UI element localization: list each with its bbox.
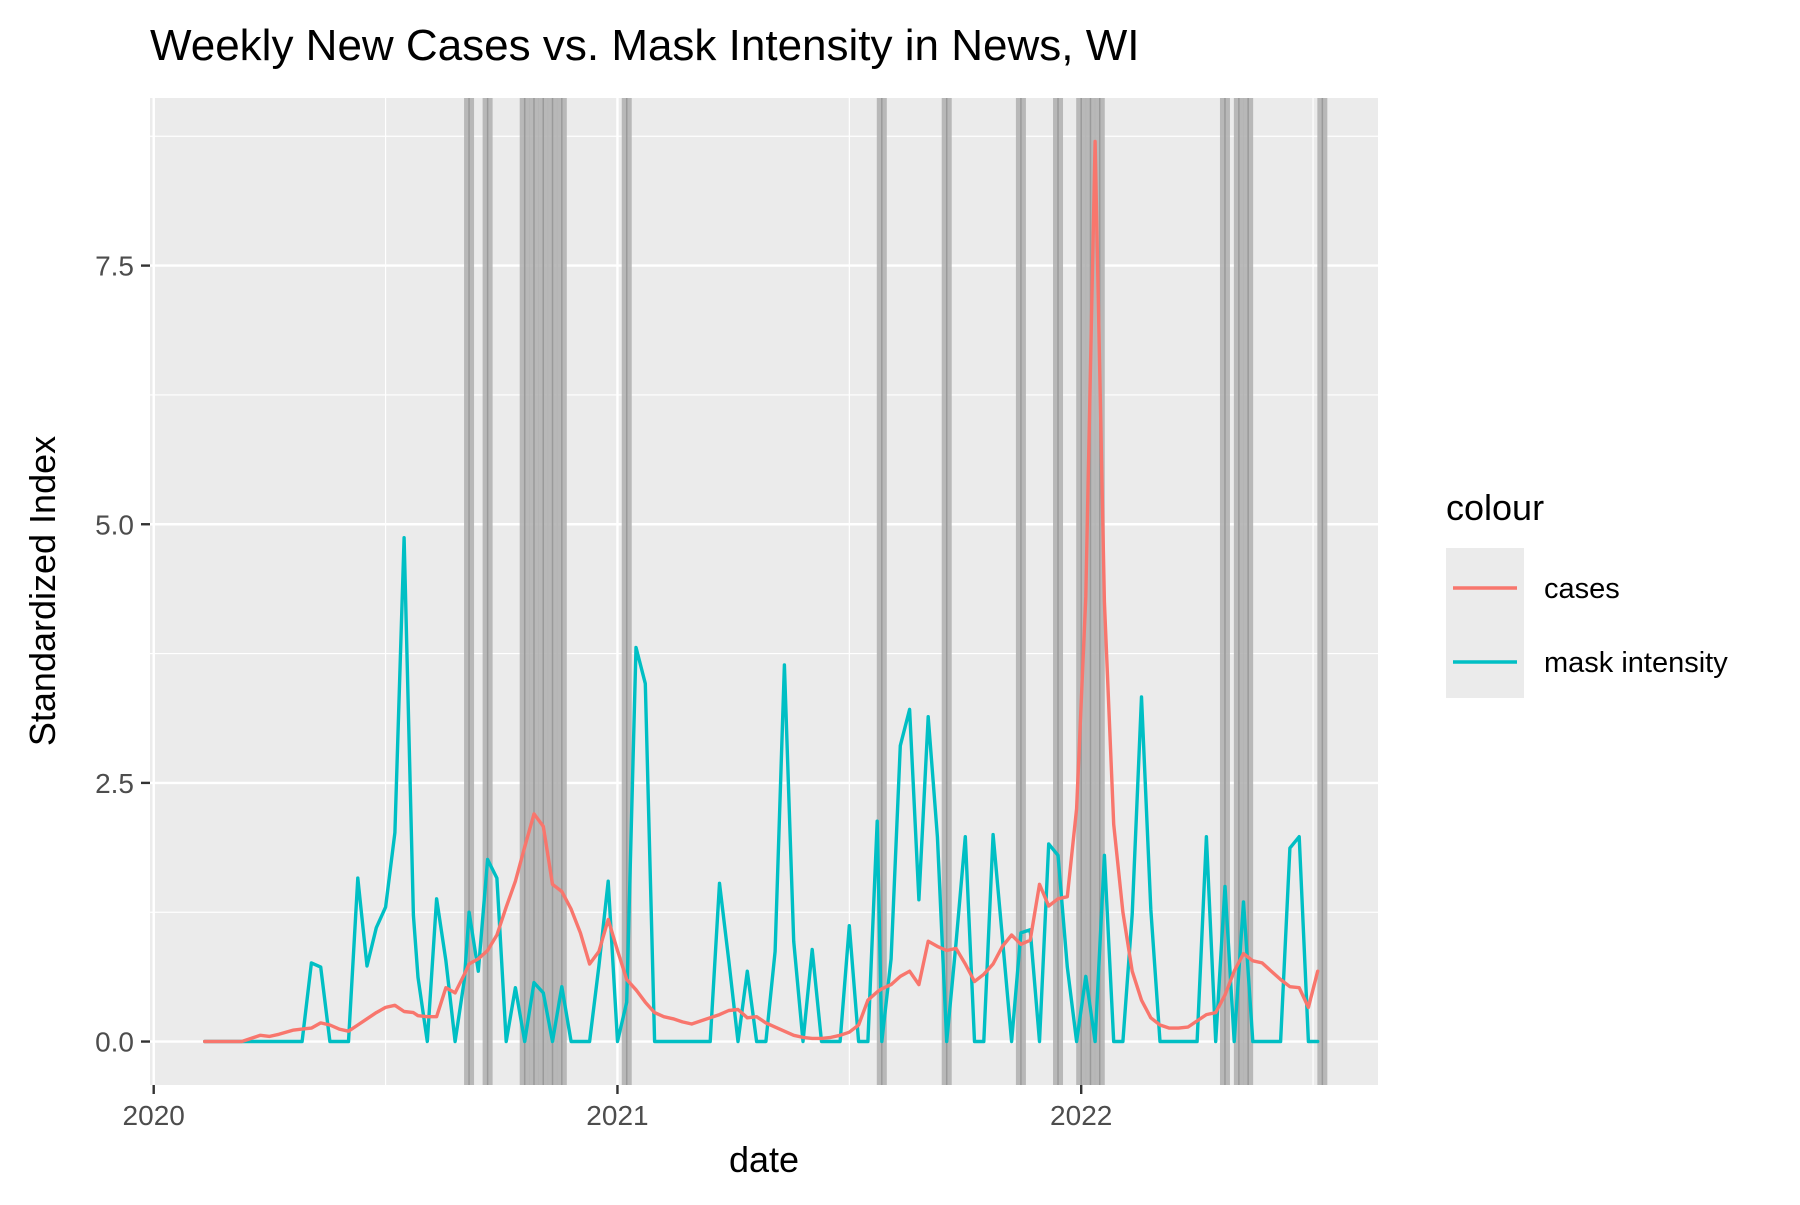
legend-label-cases: cases <box>1544 573 1620 605</box>
legend-label-mask-intensity: mask intensity <box>1544 647 1728 679</box>
x-tick-label: 2021 <box>586 1100 648 1131</box>
y-tick-label: 2.5 <box>95 768 134 799</box>
series-lines <box>202 139 1320 1044</box>
series-line-cases <box>202 139 1320 1044</box>
y-tick-label: 0.0 <box>95 1027 134 1058</box>
legend: colour cases mask intensity <box>1446 487 1728 698</box>
y-tick-label: 5.0 <box>95 509 134 540</box>
plot-panel <box>150 98 1378 1085</box>
highlight-bands <box>464 98 1328 1085</box>
y-tick-label: 7.5 <box>95 251 134 282</box>
x-axis-label: date <box>729 1139 799 1180</box>
x-axis: 2020 2021 2022 <box>123 1085 1112 1131</box>
legend-title: colour <box>1446 487 1544 528</box>
y-axis-label: Standardized Index <box>22 436 63 746</box>
x-tick-label: 2020 <box>123 1100 185 1131</box>
y-axis: 0.0 2.5 5.0 7.5 <box>95 251 150 1058</box>
series-line-mask-intensity <box>202 536 1320 1044</box>
chart-title: Weekly New Cases vs. Mask Intensity in N… <box>150 21 1139 70</box>
x-tick-label: 2022 <box>1050 1100 1112 1131</box>
legend-key-background <box>1446 548 1524 698</box>
